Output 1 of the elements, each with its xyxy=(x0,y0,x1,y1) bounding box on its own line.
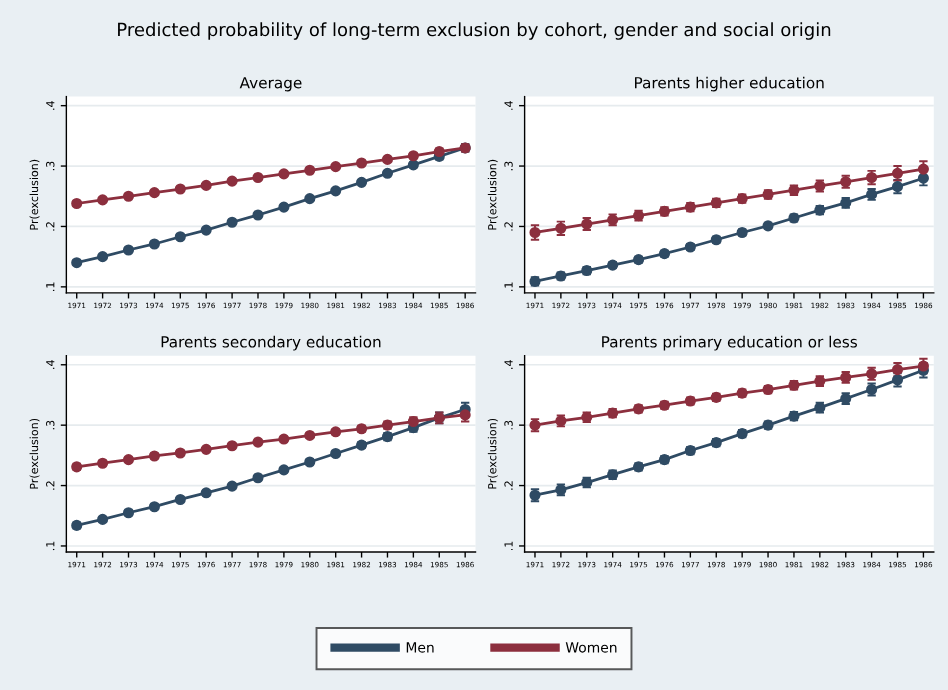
text: Predicted probability of long-term exclusion by cohort, gender and social origin xyxy=(118,22,831,40)
